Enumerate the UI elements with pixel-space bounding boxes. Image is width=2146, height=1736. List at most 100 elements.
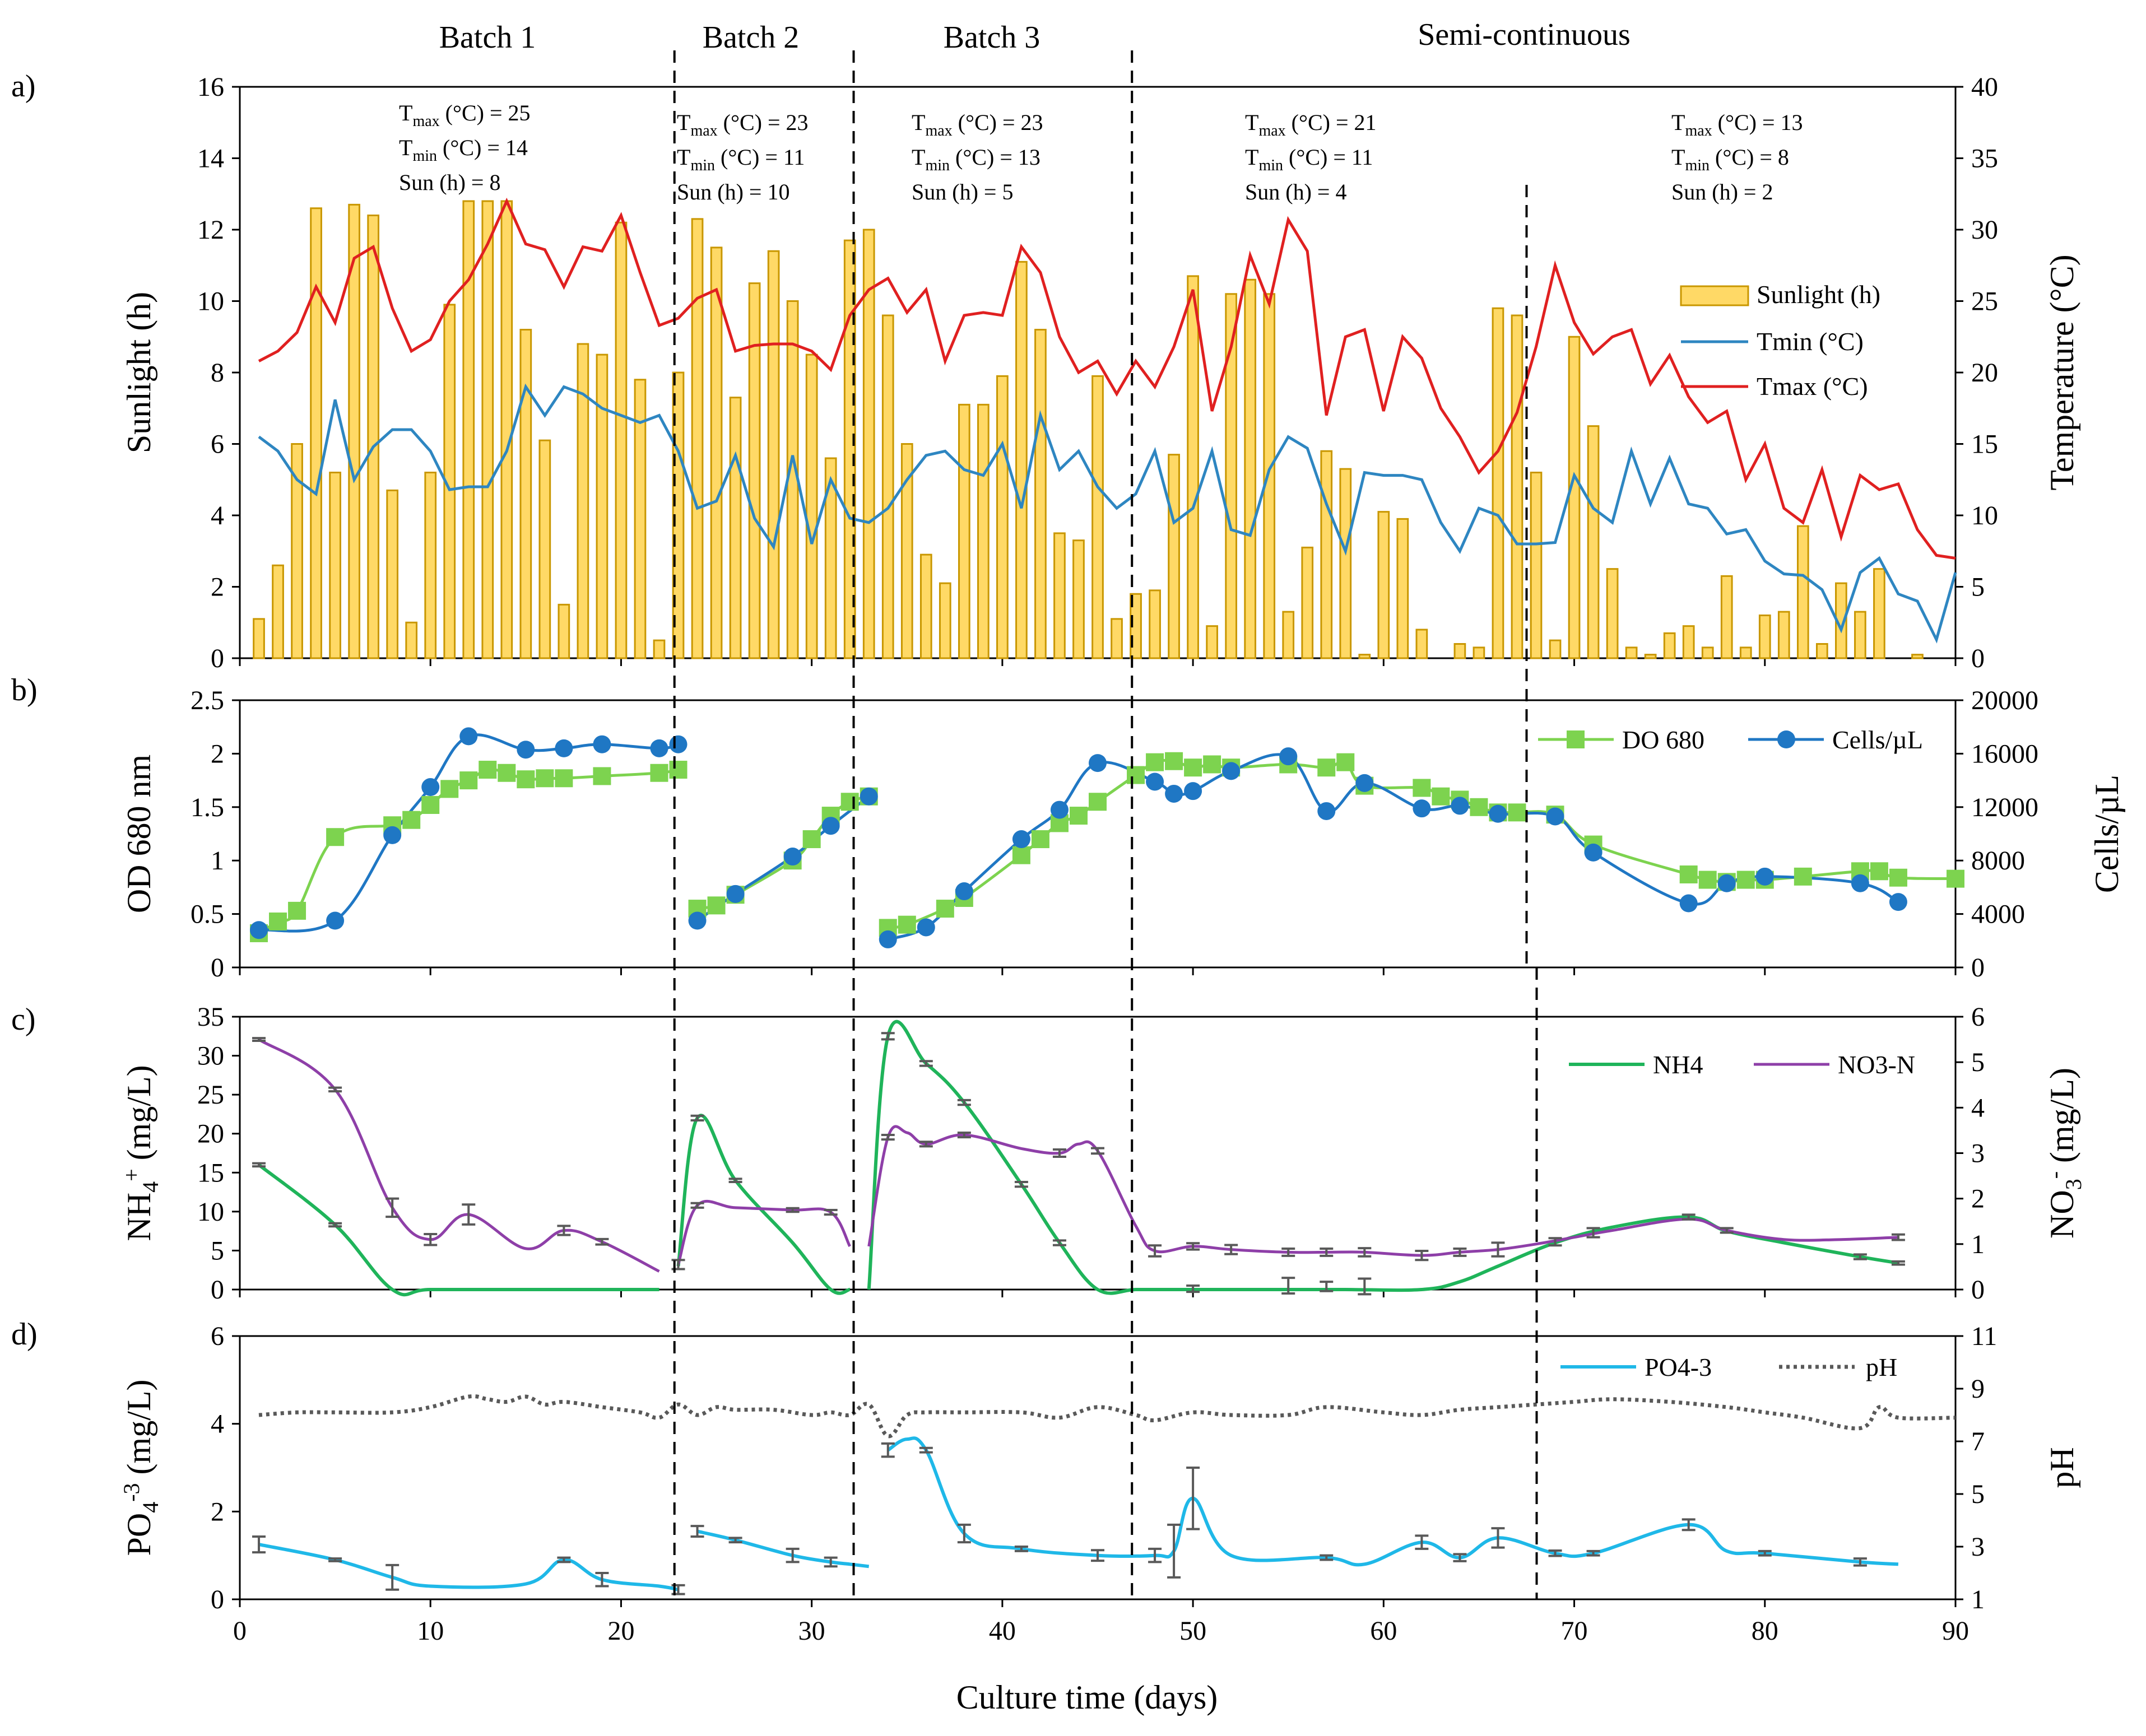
- x-tick-label: 30: [798, 1616, 825, 1646]
- cells-marker: [383, 826, 402, 844]
- tmax-line: [258, 197, 1956, 560]
- batch-label-3: Batch 3: [944, 20, 1041, 55]
- sunlight-bar: [1263, 293, 1276, 659]
- y2-tick-label-b: 12000: [1971, 793, 2038, 822]
- sunlight-bar: [710, 246, 723, 659]
- y2-axis-title-d: pH: [2043, 1447, 2080, 1488]
- sunlight-bar: [1320, 450, 1333, 659]
- nh4-error-bar: [1358, 1277, 1372, 1296]
- nh4-error-bar: [1891, 1260, 1905, 1266]
- y-tick-label-b: 0: [211, 953, 224, 983]
- y-tick-label-b: 0.5: [191, 900, 224, 929]
- annotation-sun: Sun (h) = 10: [677, 179, 789, 204]
- sunlight-bar: [519, 329, 532, 659]
- cells-marker: [1889, 893, 1907, 911]
- y2-tick-label-b: 0: [1971, 953, 1985, 983]
- sunlight-bar: [348, 203, 360, 659]
- po4-error-bar: [1415, 1534, 1429, 1550]
- nh4-error-bar: [252, 1162, 266, 1168]
- y-axis-title-d: PO4-3 (mg/L): [119, 1380, 163, 1556]
- x-tick-label: 90: [1942, 1616, 1969, 1646]
- sunlight-bar: [310, 207, 322, 659]
- cells-marker: [1146, 772, 1164, 791]
- do680-marker: [1165, 752, 1183, 770]
- no3-error-bar: [1720, 1227, 1734, 1234]
- y2-tick-label-a: 20: [1971, 358, 1998, 388]
- nh4-error-bar: [1682, 1213, 1696, 1221]
- y-axis-title-a: Sunlight (h): [120, 292, 157, 453]
- cells-marker: [1184, 782, 1202, 800]
- sunlight-bar: [767, 250, 780, 659]
- cells-marker: [1755, 867, 1774, 886]
- sunlight-bar: [900, 443, 913, 659]
- nh4-error-bar: [1320, 1281, 1334, 1292]
- sunlight-bar: [1739, 646, 1752, 659]
- y-tick-label-c: 5: [211, 1236, 224, 1265]
- ph-line: [258, 1394, 1956, 1439]
- sunlight-bar: [329, 472, 341, 659]
- x-tick-label: 80: [1752, 1616, 1778, 1646]
- sunlight-bar: [253, 618, 265, 659]
- sunlight-bar: [1530, 472, 1543, 659]
- no3-error-bar: [1548, 1237, 1562, 1247]
- tmin-line: [258, 383, 1957, 644]
- sunlight-bar: [1549, 639, 1562, 659]
- no3-error-bar: [557, 1225, 571, 1236]
- do680-marker: [517, 770, 535, 789]
- sunlight-bar: [1720, 575, 1733, 659]
- cells-marker: [688, 911, 707, 930]
- y-tick-label-d: 2: [211, 1497, 224, 1526]
- sunlight-bar: [1225, 293, 1238, 659]
- no3-error-bar: [1148, 1244, 1162, 1258]
- y2-tick-label-d: 5: [1971, 1479, 1985, 1509]
- no3-error-bar: [1052, 1148, 1066, 1158]
- sunlight-bar: [1015, 260, 1028, 659]
- y-tick-label-d: 4: [211, 1409, 224, 1439]
- po4-line: [696, 1529, 870, 1569]
- cells-marker: [421, 778, 440, 797]
- nh4-error-bar: [328, 1222, 342, 1228]
- sunlight-bar: [919, 553, 932, 659]
- cells-marker: [517, 741, 535, 759]
- cells-marker: [917, 918, 935, 937]
- y-axis-title-c: NH4+ (mg/L): [119, 1065, 163, 1241]
- y2-tick-label-c: 2: [1971, 1184, 1985, 1214]
- y-tick-label-c: 30: [197, 1041, 224, 1071]
- cells-marker: [879, 930, 897, 948]
- sunlight-bar: [1854, 611, 1866, 659]
- sunlight-bar: [291, 443, 303, 659]
- sunlight-bar: [538, 439, 551, 659]
- semicontinuous-split-divider: [1525, 185, 1538, 1599]
- annotation-tmin: Tmin (°C) = 8: [1671, 145, 1789, 174]
- po4-error-bar: [1167, 1523, 1181, 1579]
- do680-marker: [326, 828, 345, 846]
- no3-error-bar: [1186, 1242, 1200, 1251]
- do680-marker: [1317, 758, 1336, 777]
- annotation-tmin: Tmin (°C) = 11: [1245, 145, 1373, 174]
- sunlight-bar: [1777, 611, 1790, 659]
- annotation-tmax: Tmax (°C) = 13: [1671, 110, 1803, 139]
- po4-error-bar: [957, 1523, 971, 1544]
- po4-error-bar: [1682, 1518, 1696, 1532]
- sunlight-bar: [634, 379, 647, 659]
- y2-tick-label-d: 1: [1971, 1585, 1985, 1614]
- do680-marker: [593, 767, 611, 785]
- sunlight-bar: [272, 564, 284, 659]
- do680-marker: [898, 915, 916, 934]
- cells-marker: [1050, 800, 1069, 819]
- po4-error-bar: [1186, 1467, 1200, 1530]
- sunlight-bar: [653, 639, 666, 659]
- sunlight-bar: [862, 229, 875, 659]
- y2-tick-label-b: 16000: [1971, 739, 2038, 769]
- annotation-sun: Sun (h) = 4: [1245, 179, 1346, 204]
- sunlight-bar: [1911, 654, 1924, 659]
- sunlight-bar: [1663, 632, 1676, 659]
- sunlight-bar: [615, 221, 628, 659]
- cells-marker: [1317, 802, 1336, 820]
- sunlight-bar: [1339, 468, 1352, 659]
- y-axis-title-b: OD 680 nm: [120, 755, 157, 913]
- nh4-line: [676, 1114, 851, 1295]
- cells-marker: [1279, 747, 1298, 766]
- sunlight-bar: [558, 603, 570, 659]
